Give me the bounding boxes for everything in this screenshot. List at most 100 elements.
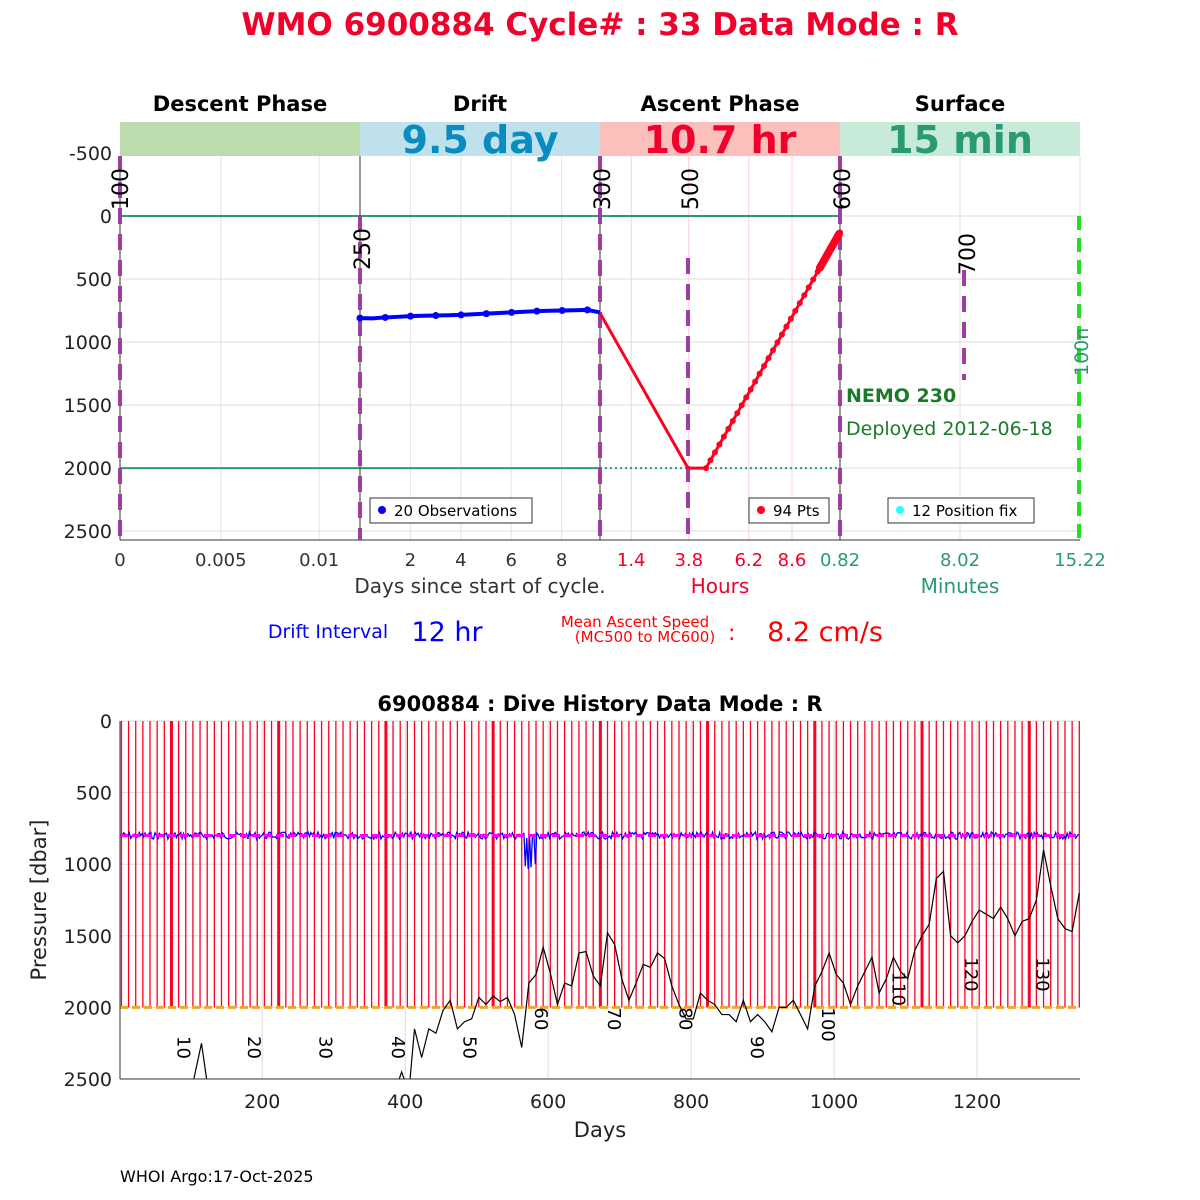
ascent-point (765, 355, 772, 362)
x-tick-label: 8 (556, 550, 567, 571)
cycle-label: 30 (315, 1036, 336, 1059)
ascent-point (756, 370, 763, 377)
ascent-speed-value: 8.2 cm/s (767, 617, 883, 648)
ascent-point (707, 457, 714, 464)
ascent-point (752, 378, 759, 385)
ascent-point (743, 394, 750, 401)
mission-code-label: 500 (679, 168, 704, 210)
y-tick-label: 1000 (64, 854, 112, 876)
ascent-point (774, 339, 781, 346)
y-tick-label: 2500 (64, 1069, 112, 1091)
ascent-point (801, 292, 808, 299)
ascent-point (720, 433, 727, 440)
x-tick-label: 0.01 (299, 550, 339, 571)
x-tick-label: 800 (673, 1091, 709, 1113)
cycle-label: 60 (530, 1007, 551, 1030)
y-tick-label: 500 (76, 783, 112, 805)
phase-title: Drift (453, 92, 507, 116)
phase-title: Surface (915, 92, 1005, 116)
ascent-point (805, 284, 812, 291)
page-title: WMO 6900884 Cycle# : 33 Data Mode : R (241, 7, 958, 43)
mission-code-label: 100 (109, 168, 134, 210)
drift-point (457, 311, 465, 319)
ascent-point (783, 323, 790, 330)
mission-code-label: 700 (956, 233, 981, 275)
y-tick-label: 500 (76, 269, 112, 291)
legend-label: 94 Pts (773, 502, 820, 520)
phase-band (120, 122, 360, 156)
x-tick-label: 4 (455, 550, 466, 571)
x-tick-label: 1000 (810, 1091, 858, 1113)
phase-duration: 9.5 day (402, 118, 559, 162)
legend-box (887, 497, 1035, 524)
cycle-label: 120 (960, 957, 981, 991)
x-tick-label: 6.2 (734, 550, 763, 571)
mission-code-label: 100n (1071, 328, 1093, 376)
ascent-point (834, 230, 843, 239)
x-tick-label: 15.22 (1054, 550, 1106, 571)
legend-marker (896, 506, 904, 514)
legend-label: 20 Observations (394, 502, 517, 520)
cycle-label: 10 (172, 1036, 193, 1059)
cycle-label: 50 (458, 1036, 479, 1059)
x-tick-label: 2 (405, 550, 416, 571)
x-tick-label: 0.005 (195, 550, 247, 571)
ascent-point (734, 410, 741, 417)
y-tick-label: 0 (100, 206, 112, 228)
x-axis-label-minutes: Minutes (921, 574, 1000, 598)
y-tick-label: 1500 (64, 395, 112, 417)
drift-point (533, 307, 541, 315)
phase-band (840, 122, 1080, 156)
ascent-point (796, 300, 803, 307)
cycle-label: 100 (817, 1007, 838, 1041)
drift-point (381, 313, 389, 321)
x-axis-label: Days since start of cycle. (354, 574, 605, 598)
x-tick-label: 400 (387, 1091, 423, 1113)
float-name: NEMO 230 (846, 385, 956, 407)
phase-band (600, 122, 840, 156)
drift-interval-value: 12 hr (411, 617, 483, 648)
y-tick-label: 2500 (64, 521, 112, 543)
drift-point (432, 312, 440, 320)
y-tick-label: 2000 (64, 458, 112, 480)
ascent-point (792, 307, 799, 314)
phase-title: Ascent Phase (641, 92, 800, 116)
bathymetry-series (193, 849, 1080, 1079)
ascent-point (738, 402, 745, 409)
cycle-label: 130 (1032, 957, 1053, 991)
legend-marker (378, 506, 386, 514)
legend-marker (757, 506, 765, 514)
cycle-label: 110 (887, 972, 908, 1006)
y-tick-label: 1500 (64, 926, 112, 948)
ascent-point (729, 417, 736, 424)
x-tick-label: 0 (114, 550, 125, 571)
mission-code-label: 250 (351, 228, 376, 270)
ascent-point (810, 276, 817, 283)
x-tick-label: 200 (244, 1091, 280, 1113)
ascent-point (761, 362, 768, 369)
legend-label: 12 Position fix (912, 502, 1017, 520)
mission-code-label: 600 (831, 168, 856, 210)
deploy-date: Deployed 2012-06-18 (846, 418, 1053, 440)
ascent-speed-label: Mean Ascent Speed (561, 613, 709, 631)
phase-duration: 10.7 hr (644, 118, 797, 162)
x-tick-label: 8.02 (940, 550, 980, 571)
ascent-point (778, 331, 785, 338)
y-tick-label: 1000 (64, 332, 112, 354)
ascent-point (770, 347, 776, 354)
drift-point (482, 310, 490, 318)
ascent-point (703, 465, 709, 472)
y-tick-label: 2000 (64, 997, 112, 1019)
cycle-label: 20 (243, 1036, 264, 1059)
ascent-point (747, 386, 754, 393)
ascent-point (725, 425, 732, 432)
cycle-label: 40 (387, 1036, 408, 1059)
legend-box (748, 497, 830, 524)
drift-interval-label: Drift Interval (268, 621, 388, 643)
x-tick-label: 1200 (953, 1091, 1001, 1113)
x-tick-label: 3.8 (674, 550, 703, 571)
